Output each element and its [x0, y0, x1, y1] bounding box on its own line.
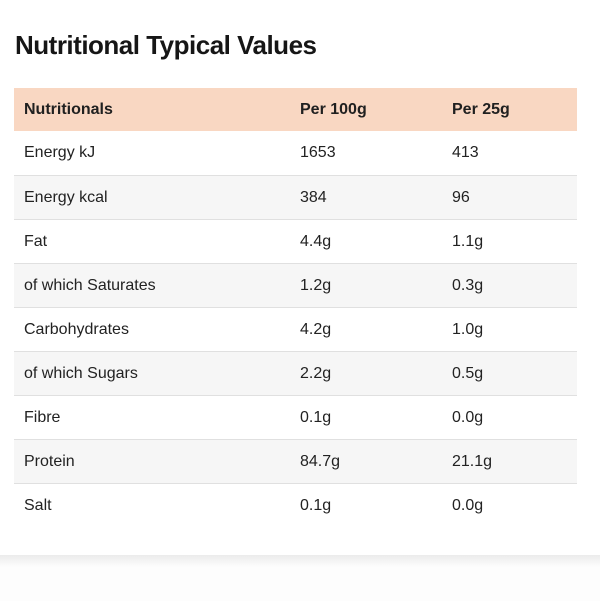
row-label: Fibre [24, 408, 61, 426]
table-row: Fibre 0.1g 0.0g [14, 395, 577, 439]
value-per-100g: 84.7g [300, 452, 341, 470]
header-per-25g: Per 25g [452, 100, 510, 118]
row-label: Fat [24, 232, 48, 250]
header-nutritionals: Nutritionals [24, 100, 113, 118]
value-per-100g: 0.1g [300, 408, 332, 426]
row-label: of which Sugars [24, 364, 138, 382]
row-label: of which Saturates [24, 276, 156, 294]
nutrition-table: Nutritionals Per 100g Per 25g Energy kJ 1… [14, 88, 577, 527]
value-per-100g: 0.1g [300, 496, 332, 514]
table-row: Carbohydrates 4.2g 1.0g [14, 307, 577, 351]
row-label: Energy kJ [24, 144, 96, 161]
row-label: Salt [24, 496, 52, 514]
table-row: Salt 0.1g 0.0g [14, 483, 577, 527]
nutrition-table-header: Nutritionals Per 100g Per 25g [14, 88, 577, 131]
table-row: Energy kJ 1653 413 [14, 131, 577, 175]
value-per-25g: 0.0g [452, 408, 484, 426]
value-per-25g: 21.1g [452, 452, 493, 470]
table-row: Protein 84.7g 21.1g [14, 439, 577, 483]
row-label: Protein [24, 452, 75, 470]
bottom-background [0, 567, 600, 601]
value-per-25g: 413 [452, 144, 479, 161]
value-per-100g: 2.2g [300, 364, 332, 382]
page-title: Nutritional Typical Values [15, 30, 317, 60]
section-divider [0, 555, 600, 567]
value-per-25g: 1.0g [452, 320, 484, 338]
value-per-25g: 0.3g [452, 276, 484, 294]
value-per-100g: 1.2g [300, 276, 332, 294]
value-per-100g: 4.4g [300, 232, 332, 250]
table-row: of which Saturates 1.2g 0.3g [14, 263, 577, 307]
value-per-100g: 384 [300, 188, 327, 206]
value-per-25g: 0.0g [452, 496, 484, 514]
value-per-25g: 1.1g [452, 232, 484, 250]
row-label: Carbohydrates [24, 320, 129, 338]
value-per-25g: 96 [452, 188, 470, 206]
table-row: Fat 4.4g 1.1g [14, 219, 577, 263]
nutrition-table-body: Energy kJ 1653 413 Energy kcal 384 96 Fat 4.4g 1… [14, 131, 577, 527]
table-row: Energy kcal 384 96 [14, 175, 577, 219]
value-per-100g: 4.2g [300, 320, 332, 338]
header-per-100g: Per 100g [300, 100, 367, 118]
row-label: Energy kcal [24, 188, 108, 206]
value-per-100g: 1653 [300, 144, 336, 161]
value-per-25g: 0.5g [452, 364, 484, 382]
table-row: of which Sugars 2.2g 0.5g [14, 351, 577, 395]
